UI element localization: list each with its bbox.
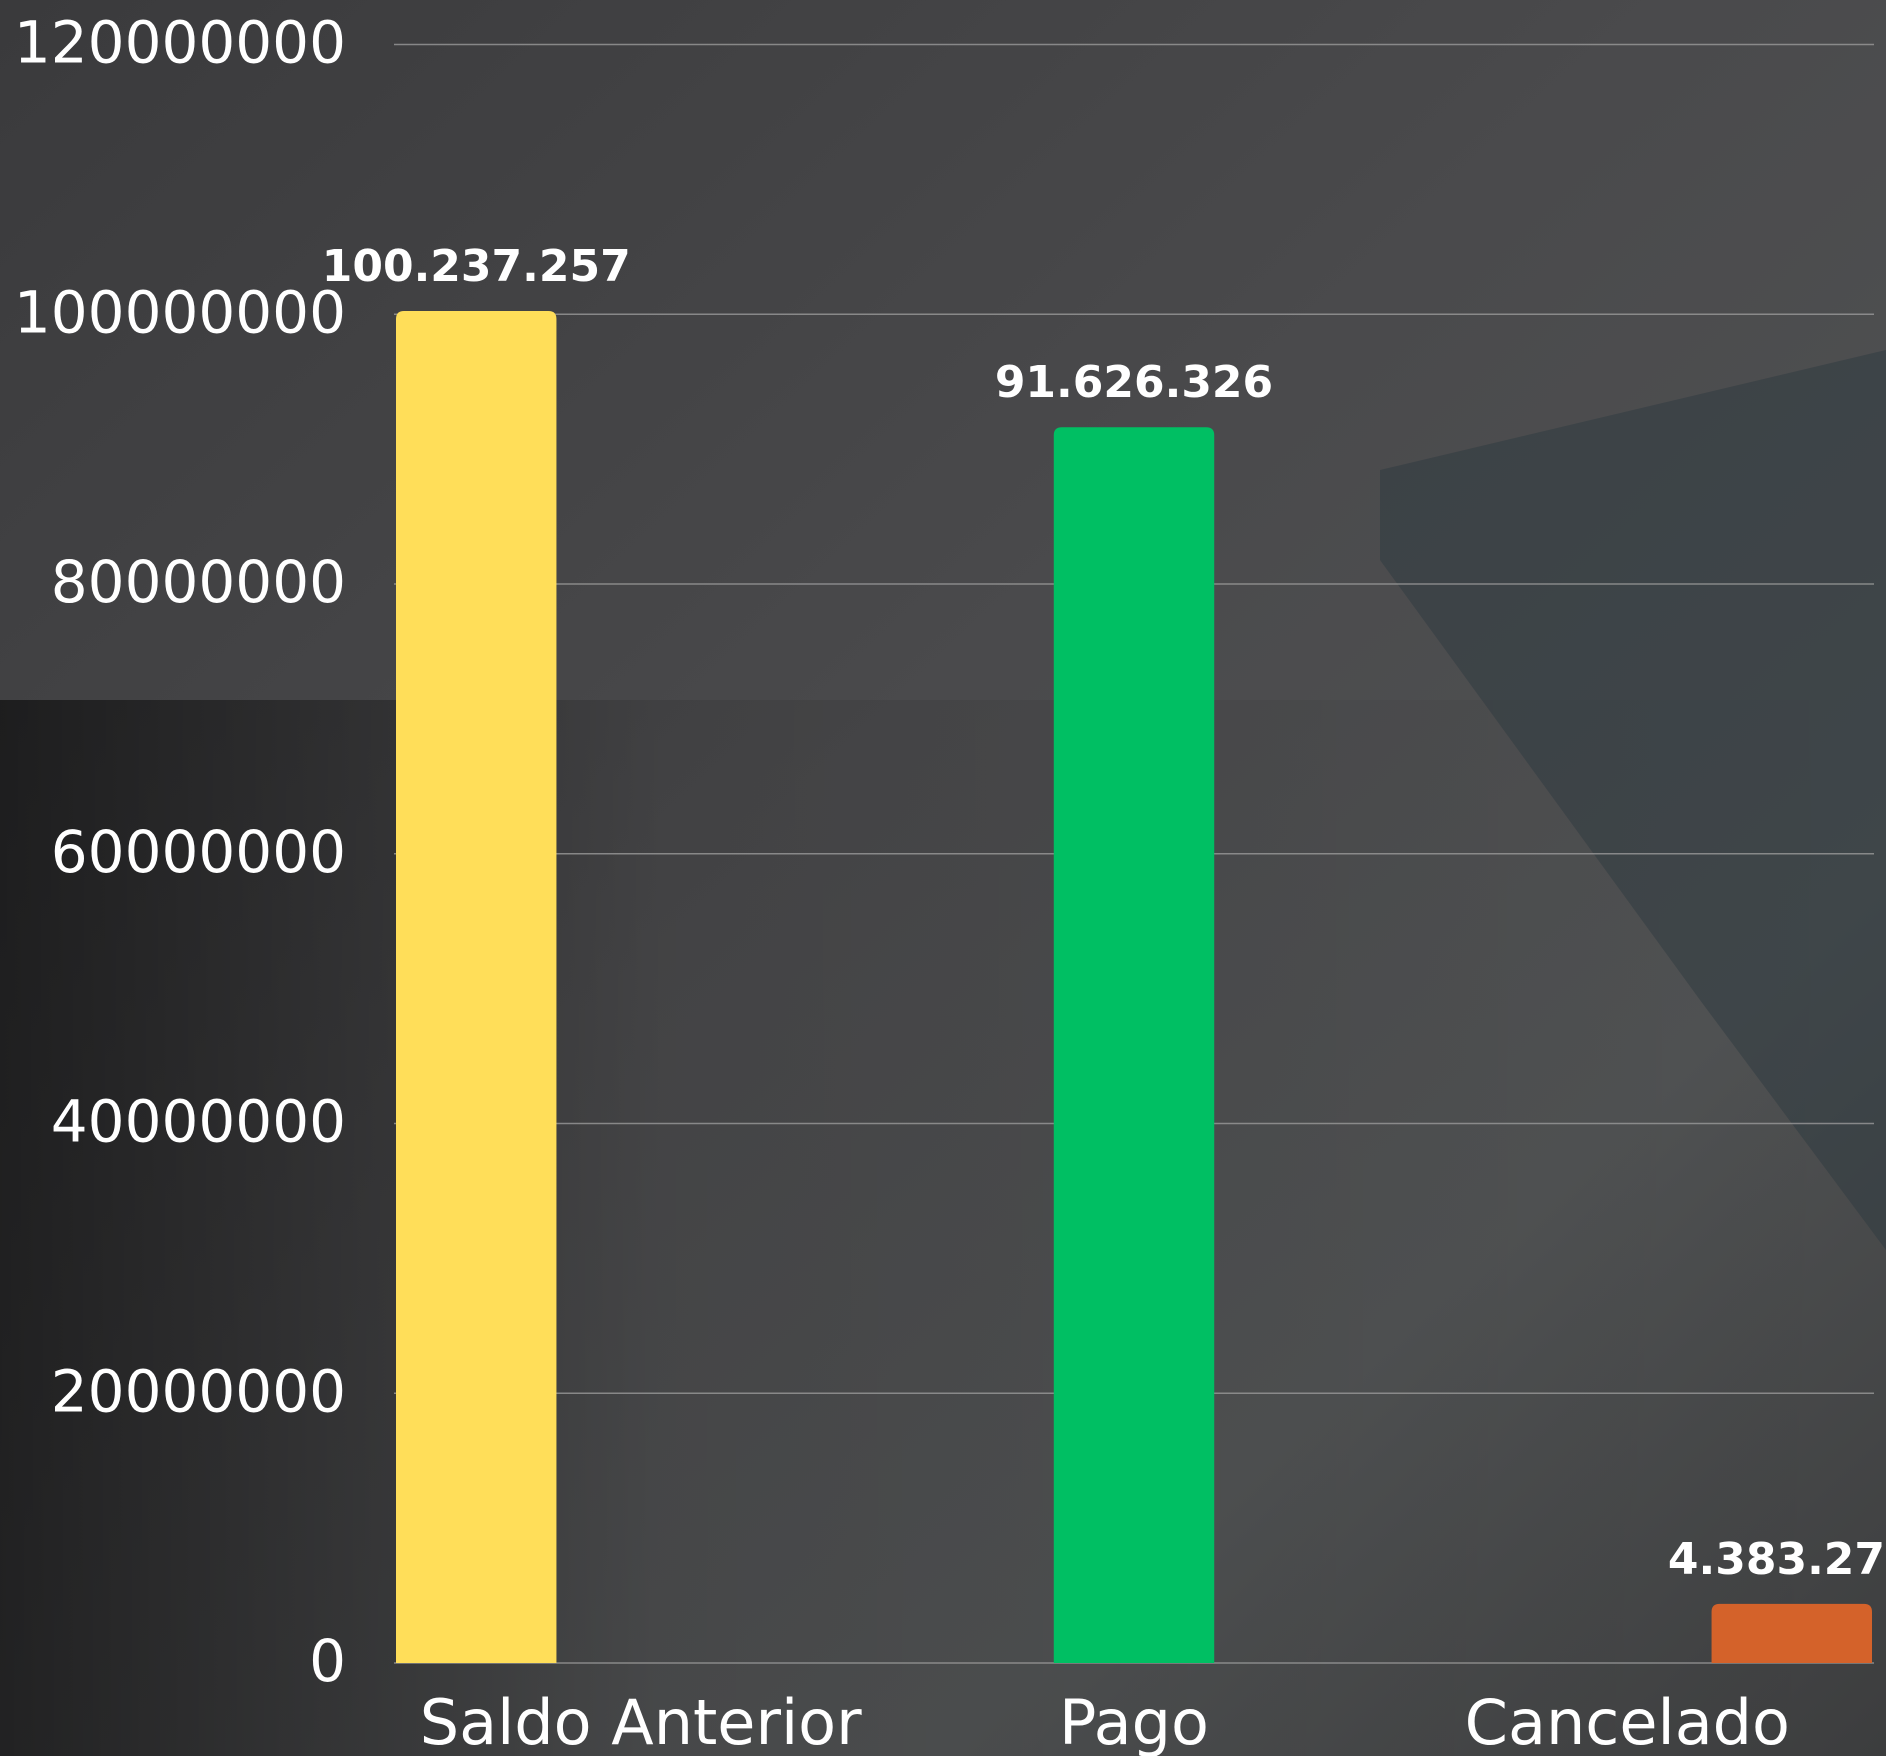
- bar: [1711, 1603, 1872, 1663]
- y-tick-label: 0: [309, 1627, 346, 1695]
- background-shape: [1380, 350, 1886, 1250]
- x-tick-label: Pago: [1059, 1686, 1209, 1756]
- value-label: 100.237.257: [322, 241, 631, 292]
- bar: [1053, 427, 1215, 1663]
- value-label: 91.626.326: [995, 357, 1273, 408]
- x-tick-label: Cancelado: [1465, 1686, 1790, 1756]
- y-tick-label: 120000000: [14, 9, 346, 77]
- y-tick-label: 40000000: [51, 1088, 346, 1156]
- y-tick-label: 80000000: [51, 548, 346, 616]
- bar: [396, 311, 557, 1663]
- y-tick-label: 60000000: [51, 818, 346, 886]
- y-tick-label: 20000000: [51, 1357, 346, 1425]
- x-tick-label: Saldo Anterior: [420, 1686, 862, 1756]
- y-tick-label: 100000000: [14, 278, 346, 346]
- value-label: 4.383.272: [1668, 1534, 1886, 1585]
- background-shade: [0, 700, 1886, 1756]
